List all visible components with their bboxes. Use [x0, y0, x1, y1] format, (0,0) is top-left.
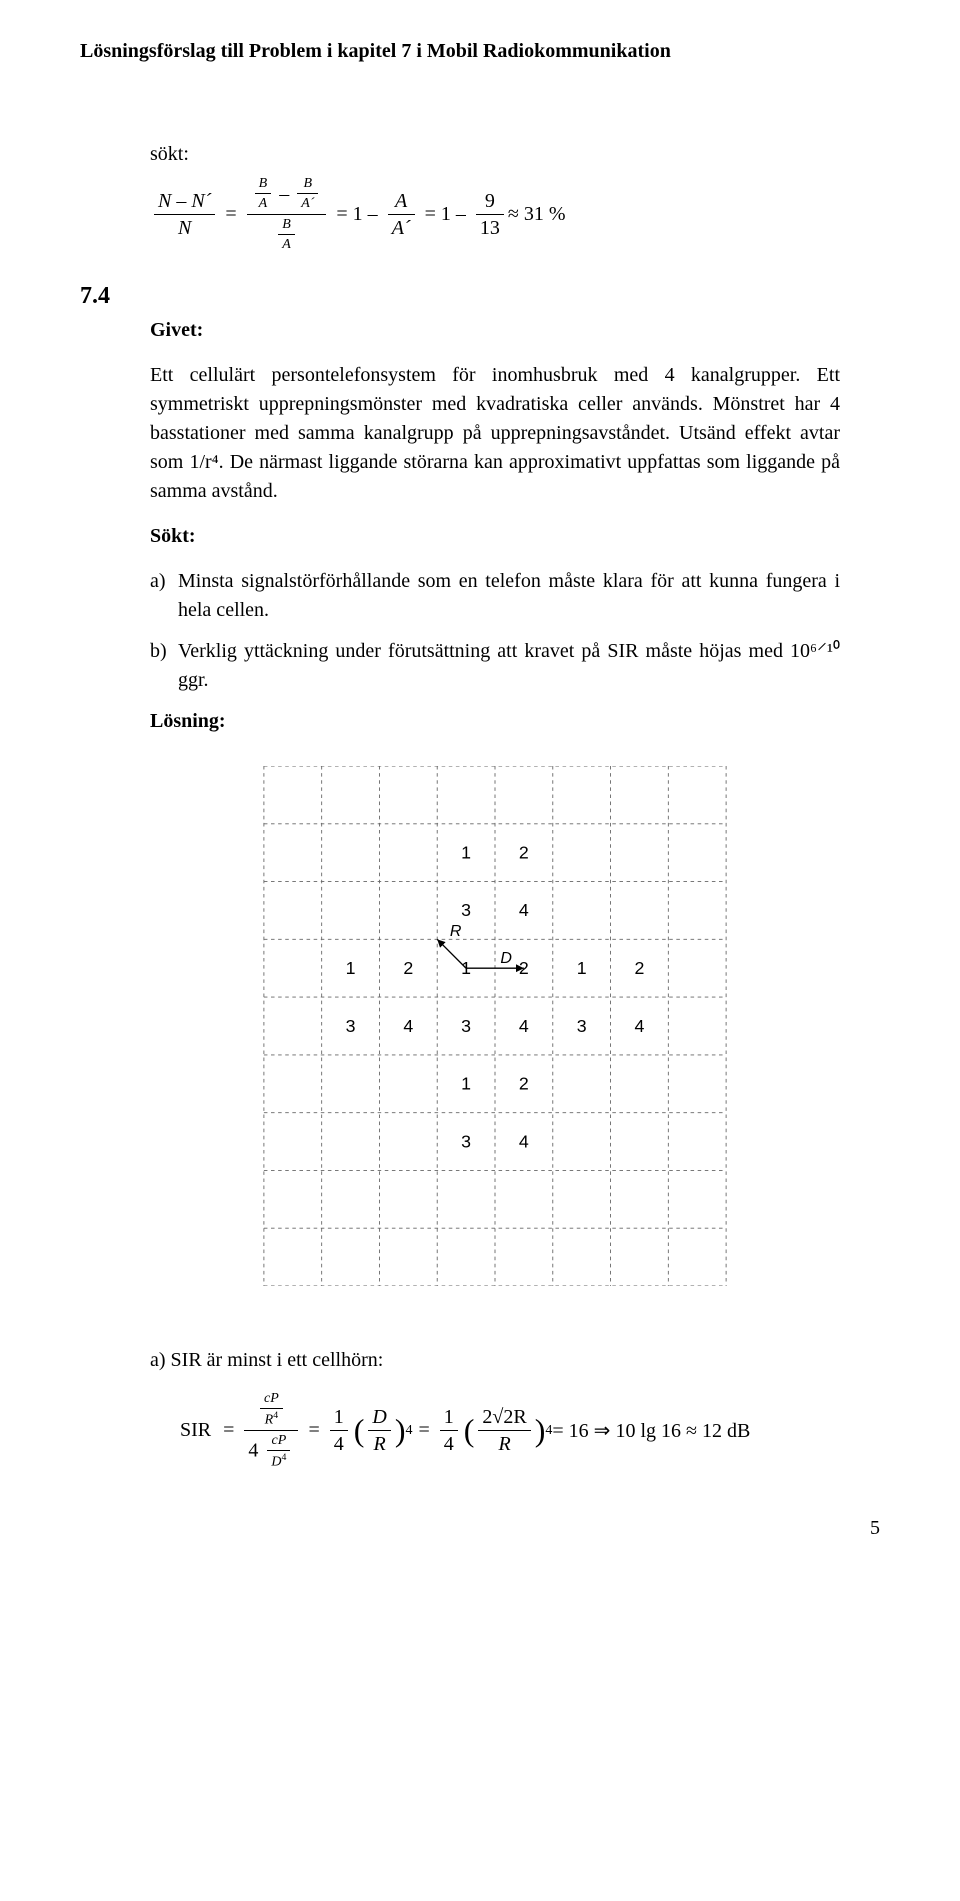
svg-text:4: 4 [403, 1015, 413, 1035]
svg-text:2: 2 [403, 958, 413, 978]
sokt2-label: Sökt: [150, 522, 840, 551]
body-paragraph: Ett cellulärt persontelefonsystem för in… [150, 361, 840, 506]
svg-text:3: 3 [577, 1015, 587, 1035]
equation-1: N – N´ N = BA – BA´ BA = 1 – A A´ [150, 176, 840, 253]
svg-text:1: 1 [577, 958, 587, 978]
givet-label: Givet: [150, 316, 840, 345]
page-number: 5 [870, 1517, 880, 1540]
svg-text:2: 2 [519, 1073, 529, 1093]
list-item: a) Minsta signalstörförhållande som en t… [150, 567, 840, 625]
cell-diagram: 12341212123434341234RD [235, 766, 755, 1286]
svg-text:3: 3 [461, 1131, 471, 1151]
list-item: b) Verklig yttäckning under förutsättnin… [150, 637, 840, 695]
equation-sir: SIR = cP R4 4 cP D4 [180, 1391, 840, 1471]
svg-text:4: 4 [519, 1131, 529, 1151]
section-number: 7.4 [80, 283, 880, 310]
svg-text:1: 1 [461, 1073, 471, 1093]
svg-text:2: 2 [519, 842, 529, 862]
svg-text:2: 2 [634, 958, 644, 978]
svg-text:R: R [450, 922, 462, 939]
svg-text:4: 4 [519, 900, 529, 920]
answer-a-label: a) SIR är minst i ett cellhörn: [150, 1346, 840, 1375]
svg-text:3: 3 [461, 900, 471, 920]
svg-text:3: 3 [346, 1015, 356, 1035]
page-header: Lösningsförslag till Problem i kapitel 7… [80, 40, 880, 63]
svg-text:1: 1 [346, 958, 356, 978]
svg-text:3: 3 [461, 1015, 471, 1035]
svg-text:4: 4 [634, 1015, 644, 1035]
svg-text:D: D [500, 949, 512, 966]
sokt-label: sökt: [150, 143, 840, 166]
svg-text:4: 4 [519, 1015, 529, 1035]
losning-label: Lösning: [150, 707, 840, 736]
svg-text:1: 1 [461, 842, 471, 862]
